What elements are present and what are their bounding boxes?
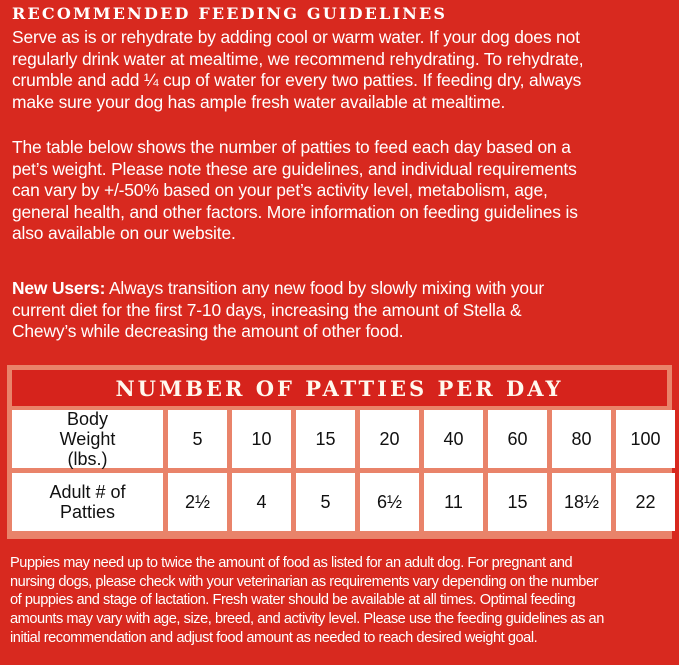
table-cell: 100 bbox=[616, 410, 675, 468]
section-heading: RECOMMENDED FEEDING GUIDELINES bbox=[12, 4, 448, 23]
table-cell: 10 bbox=[232, 410, 291, 468]
table-cell: 18½ bbox=[552, 473, 611, 531]
table-cell: 60 bbox=[488, 410, 547, 468]
row-header: Body Weight (lbs.) bbox=[12, 409, 163, 469]
text-line: general health, and other factors. More … bbox=[12, 201, 578, 222]
text-line: nursing dogs, please check with your vet… bbox=[10, 573, 599, 590]
text-line: Puppies may need up to twice the amount … bbox=[10, 555, 573, 571]
table-cell: 22 bbox=[616, 473, 675, 531]
table-cell: 2½ bbox=[168, 473, 227, 531]
text-line: regularly drink water at mealtime, we re… bbox=[12, 48, 584, 69]
table-cell: 15 bbox=[488, 473, 547, 531]
text-line: crumble and add ¼ cup of water for every… bbox=[12, 70, 582, 90]
table-cell: 11 bbox=[424, 473, 483, 531]
text-line: also available on our website. bbox=[12, 223, 236, 243]
text-line: initial recommendation and adjust food a… bbox=[10, 629, 538, 646]
text-line: Chewy’s while decreasing the amount of o… bbox=[12, 321, 404, 341]
table-cell: 5 bbox=[168, 410, 227, 468]
table-cell: 5 bbox=[296, 473, 355, 531]
text-line: pet’s weight. Please note these are guid… bbox=[12, 158, 577, 179]
new-users-paragraph: New Users: Always transition any new foo… bbox=[12, 278, 544, 343]
table-cell: 6½ bbox=[360, 473, 419, 531]
table-cell: 20 bbox=[360, 410, 419, 468]
table-cell: 4 bbox=[232, 473, 291, 531]
text-line: The table below shows the number of patt… bbox=[12, 137, 571, 157]
footnote: Puppies may need up to twice the amount … bbox=[10, 554, 604, 648]
text-line: current diet for the first 7-10 days, in… bbox=[12, 299, 522, 320]
text-line: amounts may vary with age, size, breed, … bbox=[10, 611, 604, 628]
text-line: make sure your dog has ample fresh water… bbox=[12, 91, 506, 112]
new-users-label: New Users: bbox=[12, 278, 106, 298]
row-header: Adult # of Patties bbox=[12, 473, 163, 531]
text-line: can vary by +/-50% based on your pet’s a… bbox=[12, 180, 548, 200]
feeding-table: NUMBER OF PATTIES PER DAY Body Weight (l… bbox=[7, 365, 675, 539]
text-line: of puppies and stage of lactation. Fresh… bbox=[10, 592, 576, 609]
table-cell: 80 bbox=[552, 410, 611, 468]
table-intro-paragraph: The table below shows the number of patt… bbox=[12, 137, 578, 245]
text-line: Serve as is or rehydrate by adding cool … bbox=[12, 27, 580, 47]
table-cell: 40 bbox=[424, 410, 483, 468]
rehydrate-paragraph: Serve as is or rehydrate by adding cool … bbox=[12, 27, 584, 113]
text-line-part: Always transition any new food by slowly… bbox=[105, 278, 545, 298]
table-cell: 15 bbox=[296, 410, 355, 468]
text-line: New Users: Always transition any new foo… bbox=[12, 278, 544, 300]
table-title: NUMBER OF PATTIES PER DAY bbox=[12, 370, 667, 406]
